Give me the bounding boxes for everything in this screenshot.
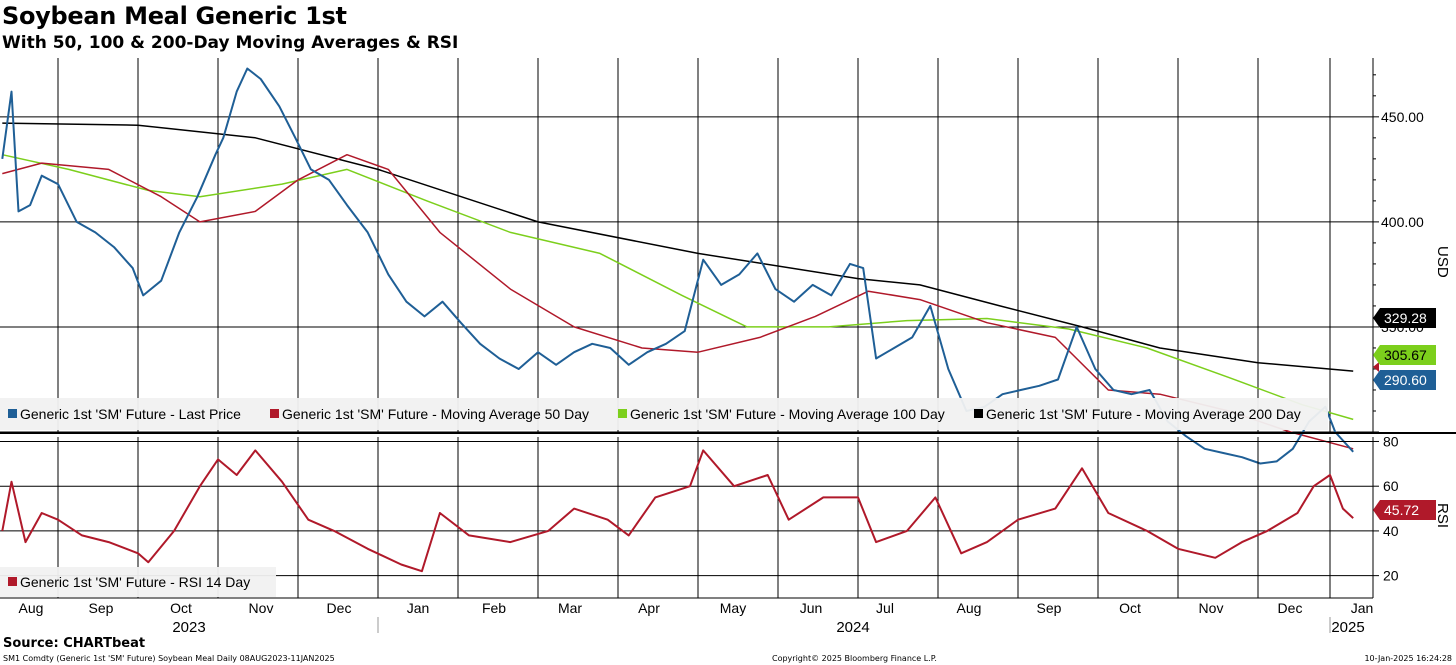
- last-value-tag-bg: [1373, 345, 1436, 365]
- x-year-label: 2023: [172, 619, 205, 636]
- price-legend: Generic 1st 'SM' Future - Last Price Gene…: [0, 398, 1328, 430]
- series-line-rsi: [1, 449, 1354, 573]
- price-axis-title: USD: [1434, 246, 1451, 278]
- footer-ticker-info: SM1 Comdty (Generic 1st 'SM' Future) Soy…: [3, 654, 335, 663]
- series-line-ma50: [2, 153, 1354, 450]
- legend-swatch: [618, 409, 627, 418]
- rsi-axis-title: RSI: [1434, 503, 1451, 528]
- x-month-label: Oct: [170, 600, 192, 616]
- x-month-label: Nov: [249, 600, 274, 616]
- x-month-label: Aug: [19, 600, 44, 616]
- last-value-tag-bg: [1373, 370, 1436, 390]
- x-month-label: Feb: [482, 600, 506, 616]
- last-value-tag-ma200: 329.28: [1373, 308, 1436, 328]
- x-year-label: 2024: [836, 619, 869, 636]
- x-month-label: Dec: [1278, 600, 1303, 616]
- last-value-tag-rsi: 45.72: [1373, 500, 1436, 520]
- x-month-label: Jan: [407, 600, 430, 616]
- x-month-label: May: [720, 600, 746, 616]
- rsi-tick-label: 80: [1383, 433, 1399, 449]
- legend-label: Generic 1st 'SM' Future - Moving Average…: [282, 406, 589, 422]
- price-tick-label: 450.00: [1381, 109, 1424, 125]
- last-value-tag-text: 305.67: [1384, 347, 1427, 363]
- x-month-label: Jun: [800, 600, 823, 616]
- last-value-tag-bg: [1373, 308, 1436, 328]
- x-month-label: Dec: [327, 600, 352, 616]
- legend-item-ma100: Generic 1st 'SM' Future - Moving Average…: [618, 406, 945, 422]
- legend-item-ma200: Generic 1st 'SM' Future - Moving Average…: [974, 406, 1301, 422]
- x-month-label: Aug: [957, 600, 982, 616]
- legend-swatch: [974, 409, 983, 418]
- x-month-label: Apr: [638, 600, 660, 616]
- x-month-label: Mar: [558, 600, 582, 616]
- legend-swatch: [8, 577, 17, 586]
- x-month-label: Sep: [1037, 600, 1062, 616]
- last-value-tag-price: 290.60: [1373, 370, 1436, 390]
- legend-item-ma50: Generic 1st 'SM' Future - Moving Average…: [270, 406, 589, 422]
- series-line-price: [1, 67, 1354, 465]
- x-axis: Aug Sep Oct Nov Dec Jan Feb Mar Apr May Jun Jul Aug S…: [0, 597, 1374, 636]
- series-line-ma200: [2, 122, 1354, 372]
- legend-label: Generic 1st 'SM' Future - Moving Average…: [630, 406, 945, 422]
- rsi-panel: 80 60 40 20 RSI 45.72 Generic 1st 'SM' Future …: [0, 433, 1451, 598]
- legend-swatch: [270, 409, 279, 418]
- chart-subtitle: With 50, 100 & 200-Day Moving Averages &…: [2, 33, 459, 53]
- last-value-tag-bg: [1373, 500, 1436, 520]
- x-month-label: Oct: [1119, 600, 1141, 616]
- last-value-tag-text: 290.60: [1384, 372, 1427, 388]
- last-value-tag-text: 45.72: [1384, 502, 1419, 518]
- rsi-tick-label: 40: [1383, 523, 1399, 539]
- legend-label: Generic 1st 'SM' Future - Moving Average…: [986, 406, 1301, 422]
- price-tick-label: 400.00: [1381, 214, 1424, 230]
- chart-title: Soybean Meal Generic 1st: [2, 2, 347, 30]
- x-month-label: Jan: [1351, 600, 1374, 616]
- x-year-label: 2025: [1331, 619, 1364, 636]
- last-value-tag-text: 329.28: [1384, 310, 1427, 326]
- legend-item-price: Generic 1st 'SM' Future - Last Price: [8, 406, 241, 422]
- last-value-tag-ma100: 305.67: [1373, 345, 1436, 365]
- series-line-ma100: [2, 153, 1354, 421]
- source-note: Source: CHARTbeat: [3, 636, 146, 651]
- footer-copyright: Copyright© 2025 Bloomberg Finance L.P.: [772, 654, 937, 663]
- x-month-label: Jul: [876, 600, 894, 616]
- legend-swatch: [8, 409, 17, 418]
- rsi-tick-label: 60: [1383, 478, 1399, 494]
- legend-label: Generic 1st 'SM' Future - RSI 14 Day: [20, 574, 250, 590]
- price-panel: 450.00400.00350.00USD329.28305.67290.60G…: [0, 58, 1456, 465]
- footer-timestamp: 10-Jan-2025 16:24:28: [1364, 654, 1452, 663]
- rsi-legend: Generic 1st 'SM' Future - RSI 14 Day: [0, 567, 276, 597]
- ma50-last-pointer: [1373, 362, 1379, 372]
- x-month-label: Sep: [89, 600, 114, 616]
- x-month-label: Nov: [1199, 600, 1224, 616]
- rsi-tick-label: 20: [1383, 568, 1399, 584]
- legend-label: Generic 1st 'SM' Future - Last Price: [20, 406, 241, 422]
- price-legend-bg: [0, 398, 1328, 430]
- rsi-legend-bg: [0, 567, 276, 597]
